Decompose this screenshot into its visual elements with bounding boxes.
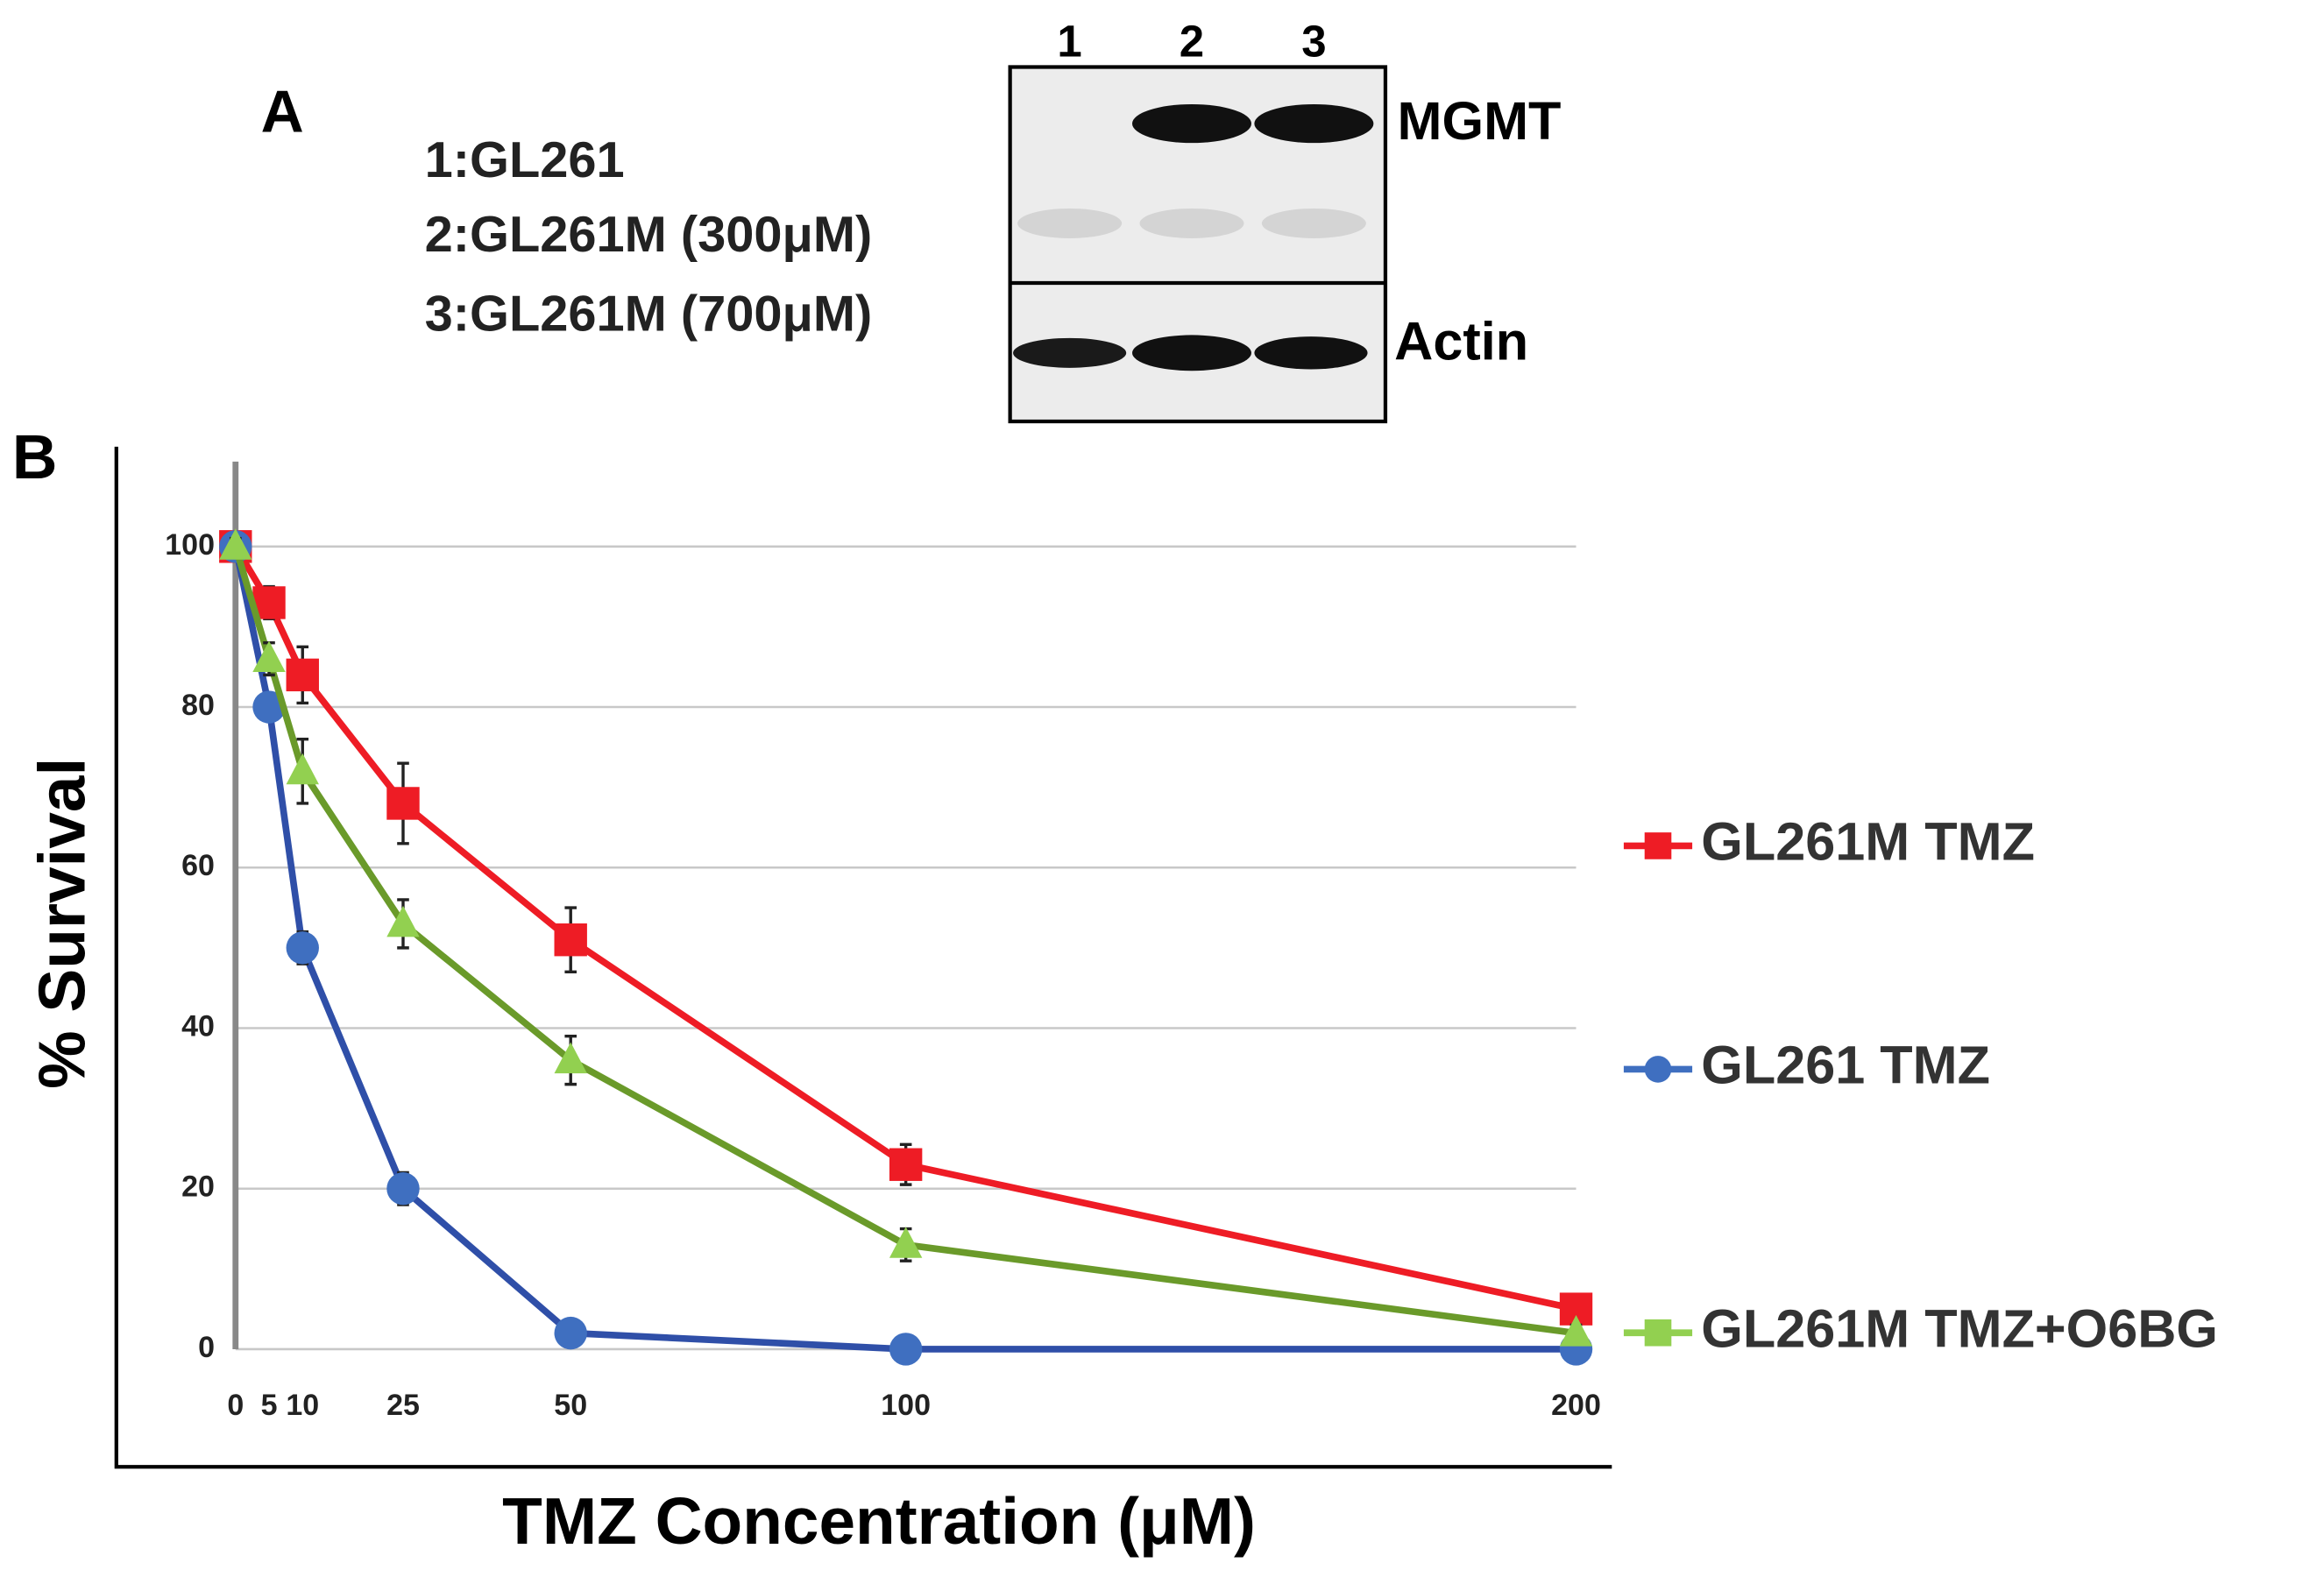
x-tick-label: 25: [386, 1389, 420, 1422]
legend-marker: [1644, 1319, 1672, 1347]
data-point: [386, 905, 420, 937]
data-point: [889, 1333, 923, 1366]
legend-marker: [1644, 832, 1672, 859]
data-point: [286, 658, 319, 692]
sample-label: 2:GL261M (300μM): [425, 207, 873, 263]
data-point: [386, 1172, 420, 1206]
y-tick-label: 60: [181, 849, 215, 882]
panel-label: B: [12, 422, 58, 492]
x-tick-label: 50: [554, 1389, 587, 1422]
data-point: [219, 528, 252, 560]
data-point: [554, 923, 587, 957]
protein-label: MGMT: [1398, 91, 1562, 151]
legend-label: GL261M TMZ+O6BG: [1701, 1298, 2218, 1358]
y-tick-label: 20: [181, 1170, 215, 1204]
plot-frame: [114, 446, 1612, 1469]
data-point: [554, 1316, 587, 1350]
y-tick-label: 0: [198, 1331, 215, 1364]
protein-label: Actin: [1394, 311, 1528, 371]
data-point: [286, 931, 319, 965]
x-tick-label: 100: [881, 1389, 931, 1422]
y-tick-label: 80: [181, 689, 215, 722]
data-point: [1559, 1315, 1593, 1347]
data-point: [286, 753, 319, 785]
lane-label: 3: [1301, 16, 1326, 66]
lane-label: 1: [1057, 16, 1081, 66]
y-axis-title: % Survival: [25, 758, 98, 1089]
x-tick-label: 0: [227, 1389, 244, 1422]
legend-marker: [1644, 1056, 1672, 1083]
data-point: [889, 1148, 923, 1181]
sample-label: 3:GL261M (700μM): [425, 286, 873, 342]
x-tick-label: 200: [1551, 1389, 1601, 1422]
data-point: [889, 1227, 923, 1258]
legend-label: GL261 TMZ: [1701, 1036, 1990, 1095]
panel-label: A: [261, 79, 304, 145]
data-point: [252, 640, 286, 673]
western-blot: [1008, 65, 1388, 424]
data-point: [386, 787, 420, 820]
x-tick-label: 10: [286, 1389, 319, 1422]
sample-label: 1:GL261: [425, 132, 625, 188]
x-tick-label: 5: [261, 1389, 278, 1422]
x-axis-title: TMZ Concentration (μM): [502, 1484, 1256, 1558]
y-tick-label: 100: [165, 528, 215, 562]
data-point: [554, 1042, 587, 1074]
series-line: [232, 544, 1577, 1312]
legend-label: GL261M TMZ: [1701, 812, 2035, 872]
data-point: [252, 690, 286, 724]
lane-label: 2: [1180, 16, 1204, 66]
y-tick-label: 40: [181, 1009, 215, 1043]
